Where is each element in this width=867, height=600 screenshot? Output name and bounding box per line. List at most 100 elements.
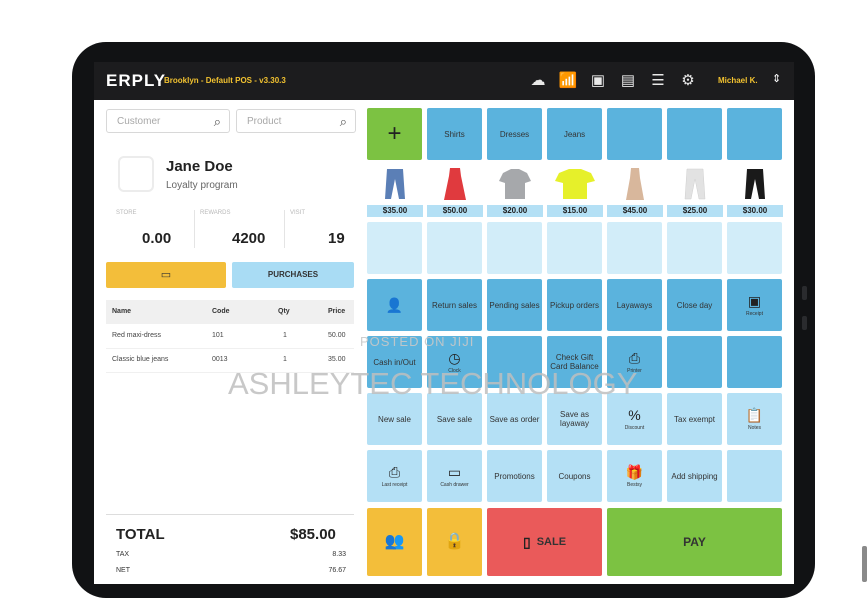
empty-function-tile[interactable] [487, 336, 542, 388]
empty-product-tile[interactable] [547, 222, 602, 274]
clock-button[interactable]: ◷ Clock [427, 336, 482, 388]
product-tile[interactable]: $50.00 [427, 165, 483, 217]
save-as-order-button[interactable]: Save as order [487, 393, 542, 445]
customer-name[interactable]: Jane Doe [166, 158, 233, 175]
drawer-icon: ▭ [447, 463, 462, 480]
product-tile[interactable]: $30.00 [727, 165, 783, 217]
empty-product-tile[interactable] [427, 222, 482, 274]
erply-logo: ERPLY [106, 71, 167, 90]
col-price: Price [328, 308, 346, 315]
drawer-icon[interactable]: ▤ [620, 72, 636, 89]
clipboard-icon: 📋 [745, 406, 764, 423]
divider [194, 210, 195, 248]
dress-icon [444, 168, 466, 200]
empty-category-tile[interactable] [667, 108, 722, 160]
pos-screen: ERPLY Brooklyn - Default POS - v3.30.3 ☁… [94, 62, 794, 584]
product-tile[interactable]: $35.00 [367, 165, 423, 217]
watermark-posted: POSTED ON JIJI [360, 334, 475, 349]
save-as-layaway-button[interactable]: Save as layaway [547, 393, 602, 445]
lock-icon: 🔒 [444, 533, 465, 550]
watermark-brand: ASHLEYTEC TECHNOLOGY [228, 366, 638, 401]
tax-exempt-button[interactable]: Tax exempt [667, 393, 722, 445]
category-jeans[interactable]: Jeans [547, 108, 602, 160]
stat-value: 19 [328, 230, 345, 247]
empty-function-tile[interactable] [727, 336, 782, 388]
menu-icon[interactable]: ☰ [651, 72, 665, 89]
product-price: $45.00 [607, 205, 663, 217]
percent-icon: % [628, 406, 641, 423]
gift-card-balance-button[interactable]: Check Gift Card Balance [547, 336, 602, 388]
empty-function-tile[interactable] [727, 450, 782, 502]
last-receipt-button[interactable]: ⎙ Last receipt [367, 450, 422, 502]
printer-label: Printer [627, 367, 642, 374]
pay-button[interactable]: PAY [607, 508, 782, 576]
cell-qty: 1 [283, 356, 287, 363]
store-label: Brooklyn - Default POS - v3.30.3 [164, 76, 286, 85]
promotions-button[interactable]: Promotions [487, 450, 542, 502]
printer-button[interactable]: ⎙ Printer [607, 336, 662, 388]
receipt-button[interactable]: ▣ Receipt [727, 279, 782, 331]
clock-label: Clock [448, 367, 461, 374]
add-customer-button[interactable]: 👤 [367, 279, 422, 331]
empty-product-tile[interactable] [607, 222, 662, 274]
add-shipping-button[interactable]: Add shipping [667, 450, 722, 502]
stat-value: 4200 [232, 230, 266, 247]
discount-button[interactable]: % Discount [607, 393, 662, 445]
user-name[interactable]: Michael K. [718, 76, 758, 85]
product-tile[interactable]: $25.00 [667, 165, 723, 217]
table-row[interactable]: Classic blue jeans 0013 1 35.00 [106, 348, 354, 373]
stat-label: Visit [290, 210, 306, 216]
purchases-button[interactable]: PURCHASES [232, 262, 354, 288]
customer-search-input[interactable]: Customer ⌕ [106, 109, 230, 133]
scrollbar[interactable] [862, 546, 867, 582]
notes-button[interactable]: 📋 Notes [727, 393, 782, 445]
category-dresses[interactable]: Dresses [487, 108, 542, 160]
pickup-orders-button[interactable]: Pickup orders [547, 279, 602, 331]
sort-icon[interactable]: ⇕ [772, 73, 782, 85]
product-tile[interactable]: $45.00 [607, 165, 663, 217]
empty-product-tile[interactable] [367, 222, 422, 274]
save-sale-button[interactable]: Save sale [427, 393, 482, 445]
empty-function-tile[interactable] [667, 336, 722, 388]
col-name: Name [112, 308, 132, 315]
empty-category-tile[interactable] [607, 108, 662, 160]
close-day-button[interactable]: Close day [667, 279, 722, 331]
product-tile[interactable]: $20.00 [487, 165, 543, 217]
customers-button[interactable]: 👥 [367, 508, 422, 576]
stat-rewards: Rewards 4200 [200, 210, 280, 252]
return-sales-button[interactable]: Return sales [427, 279, 482, 331]
signal-icon: 📶 [558, 72, 578, 89]
layaways-button[interactable]: Layaways [607, 279, 662, 331]
search-icon: ⌕ [213, 114, 221, 129]
gift-icon: 🎁 [625, 463, 644, 480]
sale-button[interactable]: ▯ SALE [487, 508, 602, 576]
cloud-icon[interactable]: ☁ [530, 72, 546, 89]
category-shirts[interactable]: Shirts [427, 108, 482, 160]
receipt-icon[interactable]: ▣ [590, 72, 606, 89]
receipt-icon: ▣ [747, 292, 762, 309]
new-sale-button[interactable]: New sale [367, 393, 422, 445]
cash-in-out-button[interactable]: Cash in/Out [367, 336, 422, 388]
cash-drawer-button[interactable]: ▭ Cash drawer [427, 450, 482, 502]
product-tile[interactable]: $15.00 [547, 165, 603, 217]
coupons-button[interactable]: Coupons [547, 450, 602, 502]
gear-icon[interactable]: ⚙ [681, 72, 695, 89]
empty-product-tile[interactable] [727, 222, 782, 274]
product-search-input[interactable]: Product ⌕ [236, 109, 356, 133]
total-label: TOTAL [116, 526, 165, 543]
customer-search-placeholder: Customer [117, 116, 161, 127]
stat-value: 0.00 [142, 230, 172, 247]
loyalty-card-button[interactable]: ▭ [106, 262, 226, 288]
pending-sales-button[interactable]: Pending sales [487, 279, 542, 331]
empty-category-tile[interactable] [727, 108, 782, 160]
lock-button[interactable]: 🔒 [427, 508, 482, 576]
table-row[interactable]: Red maxi-dress 101 1 50.00 [106, 324, 354, 349]
stat-store: Store 0.00 [116, 210, 186, 252]
discount-label: Discount [624, 424, 645, 431]
add-item-button[interactable]: + [367, 108, 422, 160]
bestsy-button[interactable]: 🎁 Bestsy [607, 450, 662, 502]
empty-product-tile[interactable] [487, 222, 542, 274]
empty-product-tile[interactable] [667, 222, 722, 274]
cell-qty: 1 [283, 332, 287, 339]
cash-drawer-label: Cash drawer [440, 481, 469, 488]
